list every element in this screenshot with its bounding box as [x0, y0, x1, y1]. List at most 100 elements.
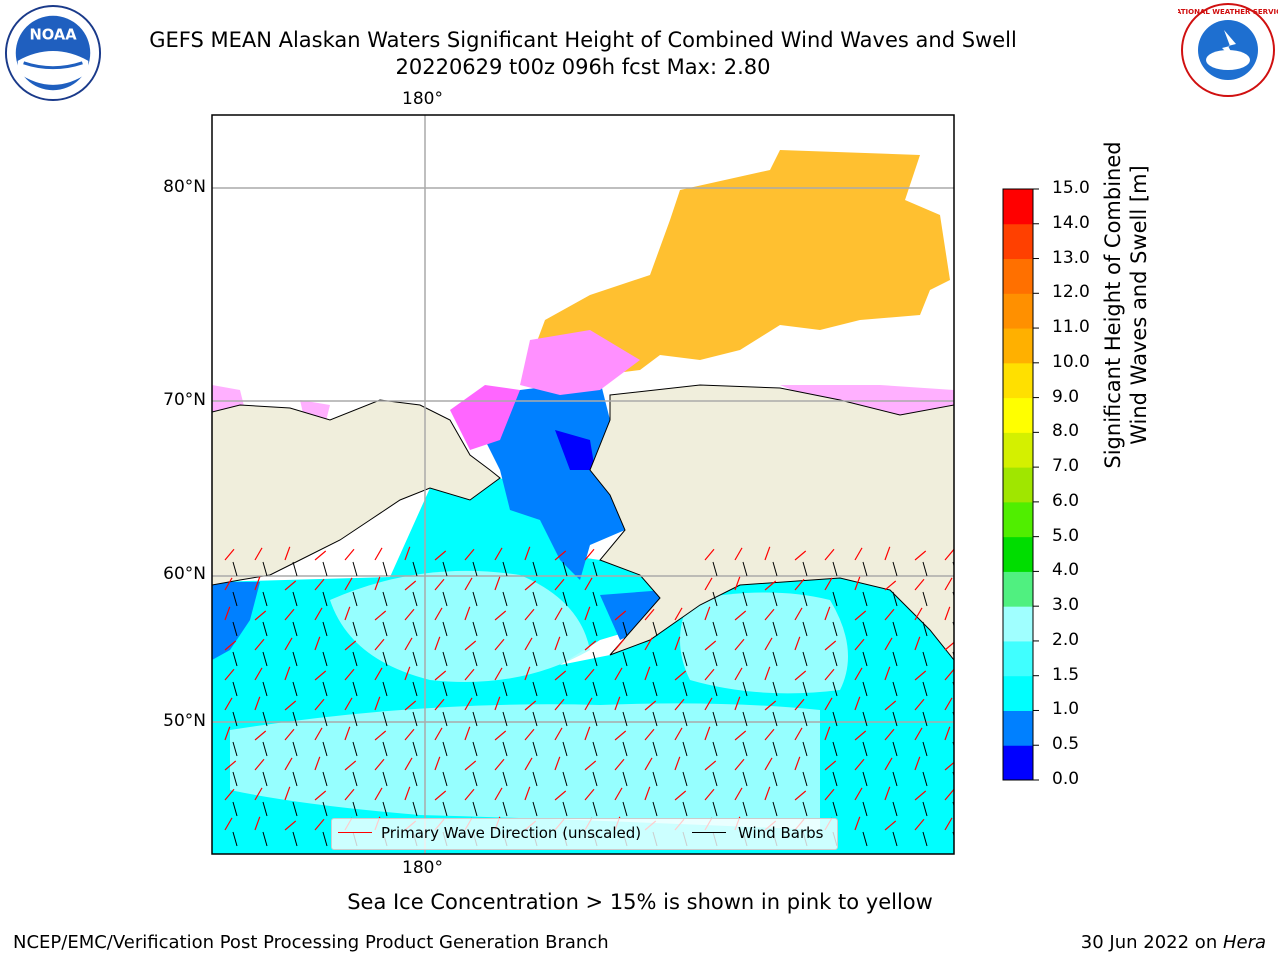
- wave-arrow: [914, 670, 927, 681]
- wind-barb: [772, 591, 778, 607]
- wind-barb: [802, 771, 808, 787]
- wave-arrow: [854, 547, 863, 561]
- low-wave-zone: [212, 582, 260, 660]
- wind-barb: [412, 621, 418, 637]
- wind-barb: [352, 651, 358, 667]
- wave-arrow: [254, 816, 261, 831]
- wave-arrow: [464, 697, 473, 711]
- wind-barb: [382, 681, 388, 697]
- wind-barb: [832, 621, 838, 637]
- wave-arrow: [704, 726, 711, 741]
- wave-arrow: [224, 726, 231, 741]
- wave-arrow: [584, 760, 597, 771]
- wave-arrow: [224, 697, 233, 711]
- legend-barb-label: Wind Barbs: [738, 824, 824, 842]
- wind-barb: [352, 741, 358, 757]
- wave-arrow: [824, 548, 835, 561]
- wind-barb: [382, 741, 388, 757]
- wind-barb: [802, 561, 808, 577]
- lat-label-50: 50°N: [163, 711, 206, 731]
- colorbar-segment: [1003, 745, 1033, 781]
- wave-arrow: [914, 698, 925, 711]
- wave-arrow: [404, 637, 413, 651]
- wind-barb: [922, 681, 928, 697]
- wave-arrow: [314, 756, 321, 771]
- colorbar-tick-label: 2.0: [1052, 629, 1080, 650]
- colorbar-frame: [1002, 188, 1034, 781]
- wave-arrow: [644, 728, 655, 741]
- wave-arrow: [344, 606, 351, 621]
- sea-ice-region: [530, 150, 950, 385]
- wind-barb: [652, 711, 658, 727]
- wind-barb: [262, 681, 268, 697]
- wind-barb: [742, 591, 748, 607]
- wind-barb: [322, 621, 328, 637]
- wave-arrow: [344, 640, 357, 651]
- wind-barb: [892, 651, 898, 667]
- wind-barb: [772, 801, 778, 817]
- wind-barb: [442, 561, 448, 577]
- colorbar-tick-label: 10.0: [1052, 351, 1090, 372]
- colorbar-segment: [1003, 293, 1033, 329]
- wave-arrow: [854, 638, 865, 651]
- colorbar-tick-label: 7.0: [1052, 456, 1080, 477]
- wind-barb: [262, 801, 268, 817]
- wind-barb: [862, 621, 868, 637]
- wind-barb: [742, 741, 748, 757]
- wave-arrow: [284, 820, 297, 831]
- wind-barb: [412, 561, 418, 577]
- wave-arrow: [314, 790, 327, 801]
- wave-arrow: [374, 730, 387, 741]
- wind-barb: [502, 771, 508, 787]
- wind-barb: [802, 741, 808, 757]
- noaa-logo: NOAA: [4, 4, 102, 102]
- wind-barb: [382, 621, 388, 637]
- wind-barb: [322, 651, 328, 667]
- wave-arrow: [464, 788, 475, 801]
- wind-barb: [892, 681, 898, 697]
- wave-arrow: [224, 668, 235, 681]
- wave-arrow: [554, 790, 567, 801]
- wind-barb: [412, 591, 418, 607]
- wind-barb: [742, 681, 748, 697]
- wind-barb: [652, 621, 658, 637]
- wave-arrow: [854, 667, 863, 681]
- wave-arrow: [404, 757, 413, 771]
- wave-arrow: [434, 698, 445, 711]
- lat-label-70: 70°N: [163, 390, 206, 410]
- wind-barb: [922, 621, 928, 637]
- low-wave-zone: [480, 380, 625, 580]
- wind-barb: [592, 651, 598, 667]
- wind-barb: [472, 591, 478, 607]
- wave-arrow: [854, 696, 861, 711]
- wind-barb: [532, 681, 538, 697]
- wave-arrow: [914, 636, 921, 651]
- wind-barb: [922, 831, 928, 847]
- wind-barb: [712, 591, 718, 607]
- wind-barb: [562, 801, 568, 817]
- wind-barb: [532, 711, 538, 727]
- wave-arrow: [884, 700, 897, 711]
- wind-barb: [862, 771, 868, 787]
- wind-barb: [472, 801, 478, 817]
- wave-arrow: [464, 760, 477, 771]
- wind-barb: [472, 711, 478, 727]
- wave-arrow: [704, 606, 711, 621]
- colorbar-tick-label: 0.0: [1052, 769, 1080, 789]
- wind-barb: [382, 591, 388, 607]
- wind-barb: [742, 801, 748, 817]
- wave-arrow: [764, 666, 771, 681]
- wave-arrow: [794, 607, 803, 621]
- wave-arrow: [674, 727, 683, 741]
- wave-arrow: [674, 636, 681, 651]
- wind-barb: [862, 741, 868, 757]
- wave-arrow: [824, 788, 835, 801]
- wave-arrow: [374, 758, 385, 771]
- wave-arrow: [704, 640, 717, 651]
- wave-arrow: [344, 726, 351, 741]
- wave-arrow: [944, 788, 954, 801]
- wave-arrow: [584, 726, 591, 741]
- wave-arrow: [794, 578, 805, 591]
- map-legend: Primary Wave Direction (unscaled) Wind B…: [331, 818, 838, 850]
- wave-arrow: [434, 578, 445, 591]
